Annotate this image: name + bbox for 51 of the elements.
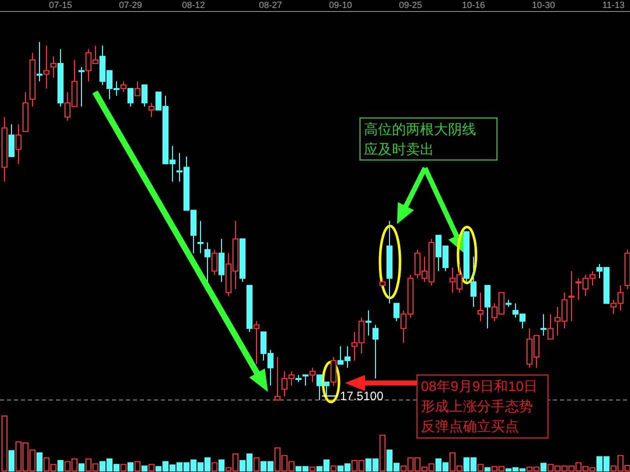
candlestick [274,356,280,400]
x-tick-label: 09-25 [398,0,422,10]
bar [478,464,484,472]
candlestick [478,292,484,322]
bar [310,466,316,472]
candlestick [484,284,490,329]
candlestick [134,80,140,96]
candlestick [8,124,14,158]
candlestick [204,242,210,282]
bar [148,464,154,472]
candlestick [142,84,148,107]
candlestick [212,249,218,276]
bar [254,457,260,472]
bar [8,450,14,472]
bar [212,462,218,472]
candlestick [254,320,260,365]
candlestick [568,270,574,322]
x-tick-label: 10-16 [462,0,486,10]
x-tick-label: 11-13 [602,0,625,10]
bar [120,464,126,472]
candlestick [218,238,224,282]
x-tick-label: 07-15 [48,0,72,10]
candlestick [198,220,204,254]
bar [78,463,84,472]
bar [2,416,8,472]
candlestick [330,356,336,386]
x-tick-label: 08-12 [182,0,206,10]
bar [540,462,546,472]
bar [330,466,336,472]
candlestick [128,88,134,107]
bar [58,460,64,472]
candlestick [16,124,22,164]
bar [380,434,386,472]
x-tick-label: 08-27 [258,0,282,10]
annotation: 17.5100 [340,389,384,403]
candlestick [470,256,476,308]
x-tick-label: 07-29 [118,0,142,10]
candlestick [394,302,400,322]
bar [142,466,148,472]
bar [36,452,42,472]
candlestick [50,56,56,78]
x-tick-label: 09-10 [328,0,352,10]
bar [134,461,140,472]
x-tick-label: 10-30 [532,0,556,10]
annotation: 高位的两根大阴线应及时卖出 [364,121,476,157]
candlestick [148,102,154,118]
bar [484,467,490,472]
candlestick [372,324,378,380]
bar [128,462,134,472]
bar [218,460,224,472]
annotation: 08年9月9日和10日形成上涨分手态势反弹点确立买点 [421,378,538,434]
